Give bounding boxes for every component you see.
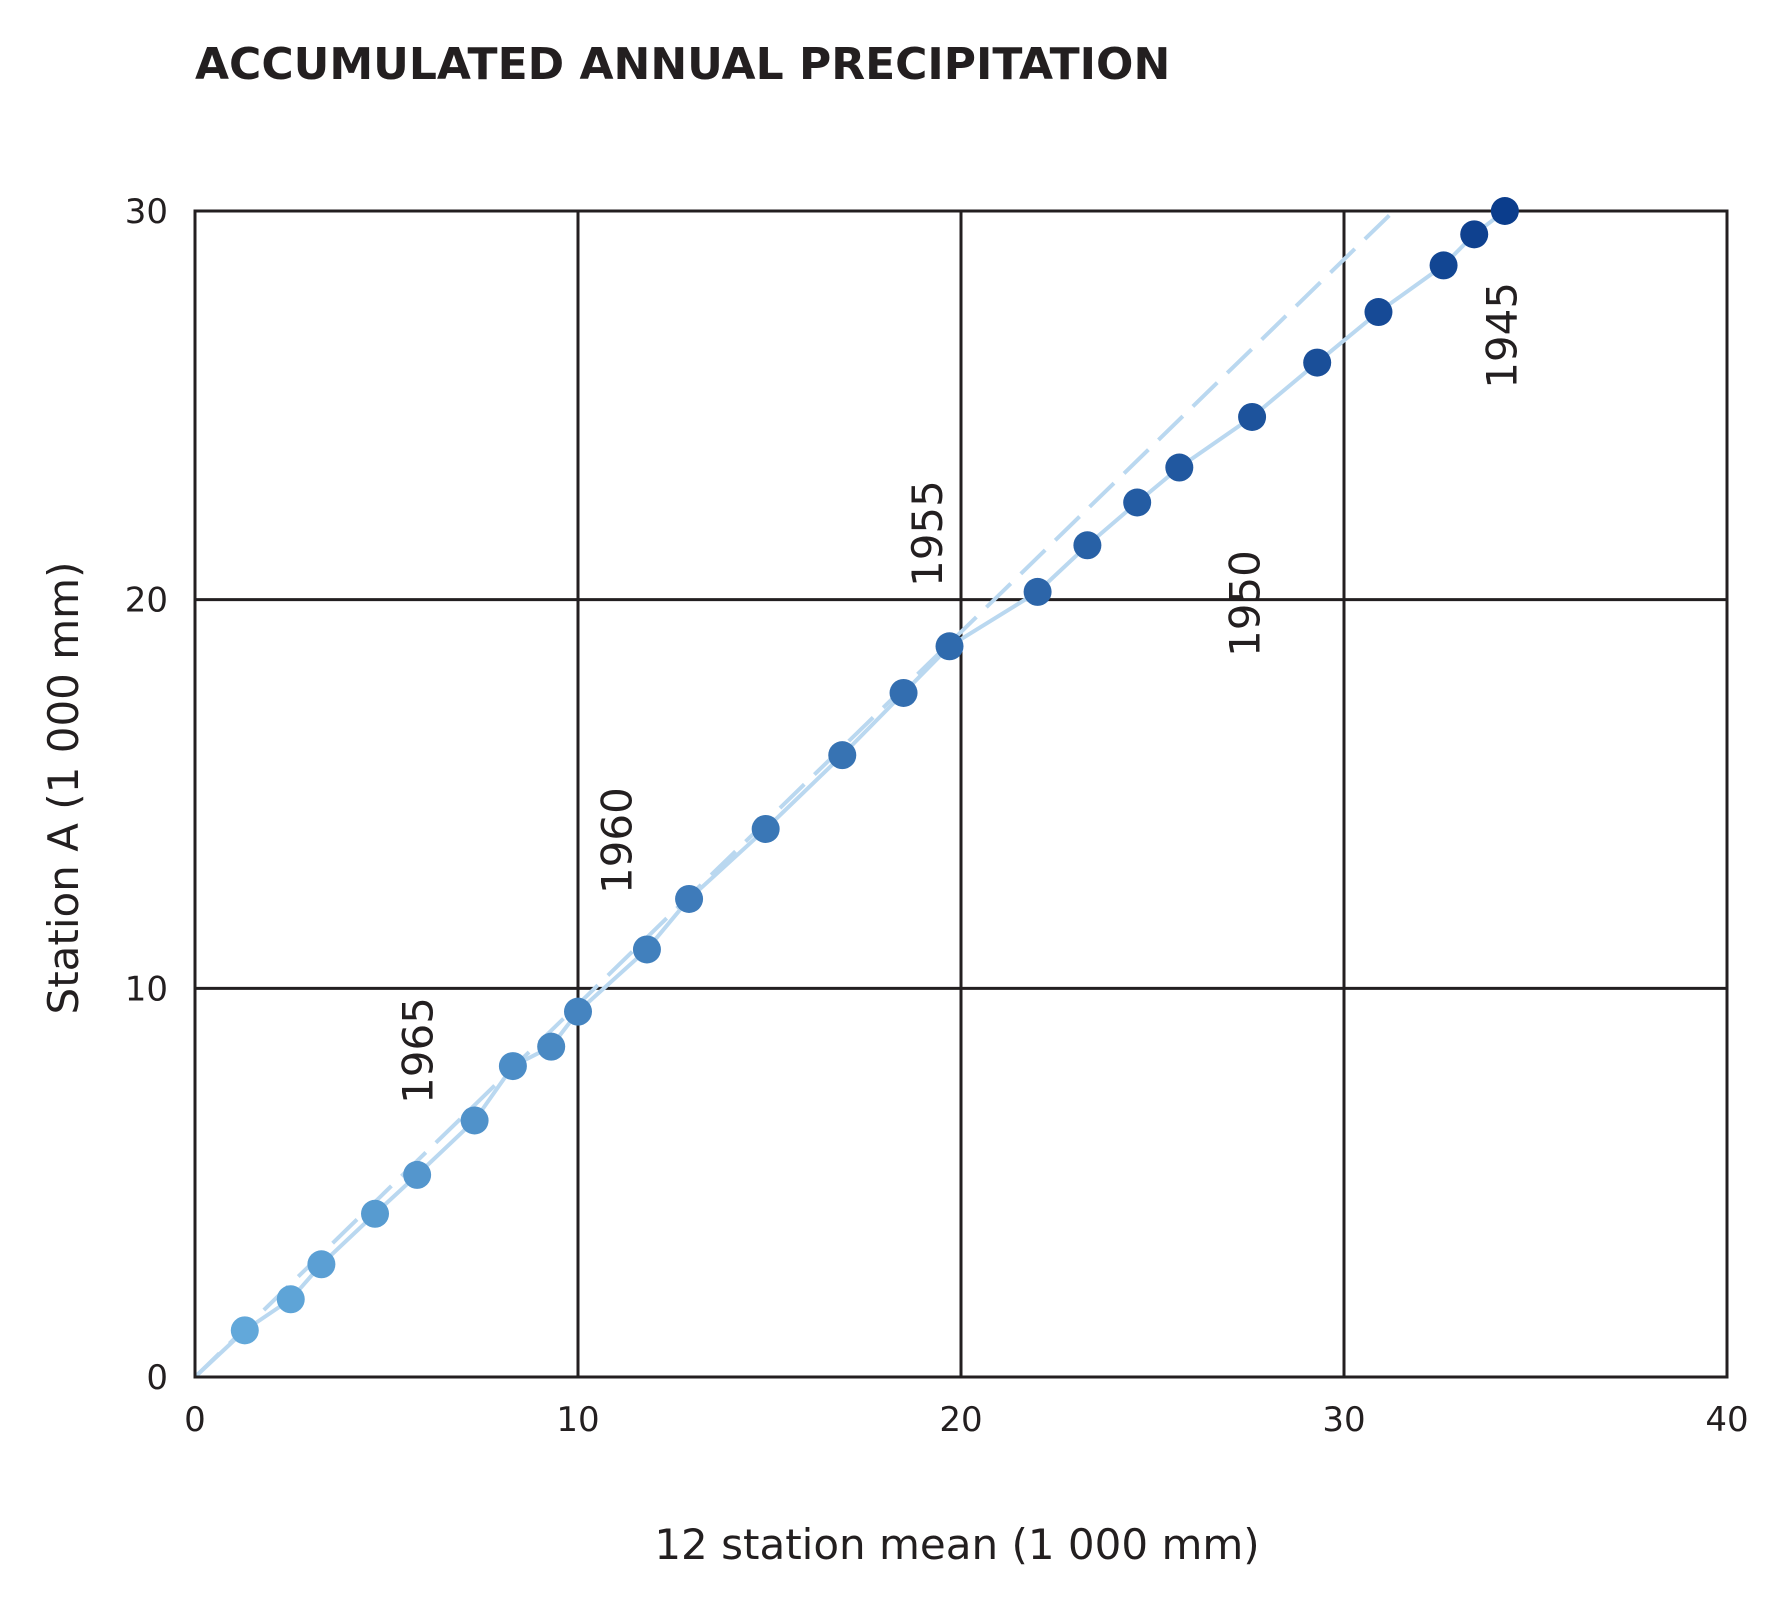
data-point bbox=[1303, 348, 1332, 377]
data-point bbox=[1023, 577, 1052, 606]
data-point bbox=[361, 1199, 390, 1228]
plot-frame bbox=[193, 209, 1729, 1379]
y-tick-label: 30 bbox=[125, 192, 168, 232]
data-point bbox=[276, 1285, 305, 1314]
data-point bbox=[1165, 453, 1194, 482]
data-point bbox=[1073, 531, 1102, 560]
y-tick-label: 10 bbox=[125, 969, 168, 1009]
data-point bbox=[828, 741, 857, 770]
year-annotations: 1965 1960 1955 1950 1945 bbox=[393, 282, 1526, 1104]
x-tick-label: 20 bbox=[939, 1400, 982, 1440]
y-axis-label: Station A (1 000 mm) bbox=[39, 562, 88, 1015]
data-point bbox=[1460, 220, 1489, 249]
year-label-1945: 1945 bbox=[1477, 282, 1526, 389]
year-label-1960: 1960 bbox=[593, 787, 642, 894]
data-point bbox=[564, 997, 592, 1026]
data-points bbox=[230, 197, 1519, 1345]
data-point bbox=[537, 1032, 566, 1061]
data-point bbox=[889, 678, 918, 707]
series-layer bbox=[193, 209, 1507, 1379]
data-point bbox=[1123, 488, 1152, 517]
data-point bbox=[1238, 402, 1267, 431]
data-point bbox=[460, 1106, 489, 1135]
x-tick-label: 10 bbox=[556, 1400, 599, 1440]
x-tick-label: 30 bbox=[1322, 1400, 1365, 1440]
data-point bbox=[307, 1250, 336, 1279]
x-tick-label: 0 bbox=[184, 1400, 206, 1440]
y-tick-label: 0 bbox=[146, 1358, 168, 1398]
series-line bbox=[193, 209, 1507, 1379]
year-label-1955: 1955 bbox=[903, 480, 952, 587]
tick-labels: 0 10 20 30 40 0 10 20 30 bbox=[125, 192, 1749, 1440]
trend-line bbox=[193, 209, 1396, 1379]
data-point bbox=[498, 1052, 527, 1081]
plot-border bbox=[193, 209, 1729, 1379]
year-label-1965: 1965 bbox=[393, 997, 442, 1104]
data-point bbox=[1490, 197, 1519, 225]
data-point bbox=[675, 884, 704, 913]
data-point bbox=[632, 935, 661, 964]
data-point bbox=[403, 1160, 432, 1189]
grid-lines bbox=[195, 211, 1727, 1377]
data-point bbox=[935, 632, 964, 661]
data-point bbox=[751, 814, 780, 843]
data-point bbox=[1364, 298, 1393, 327]
chart-title: ACCUMULATED ANNUAL PRECIPITATION bbox=[195, 39, 1170, 90]
year-label-1950: 1950 bbox=[1221, 550, 1270, 657]
x-tick-label: 40 bbox=[1705, 1400, 1748, 1440]
x-axis-label: 12 station mean (1 000 mm) bbox=[654, 1520, 1259, 1569]
trend-line-layer bbox=[193, 209, 1396, 1379]
y-tick-label: 20 bbox=[125, 581, 168, 621]
data-point bbox=[230, 1316, 259, 1345]
data-point bbox=[1429, 251, 1458, 280]
